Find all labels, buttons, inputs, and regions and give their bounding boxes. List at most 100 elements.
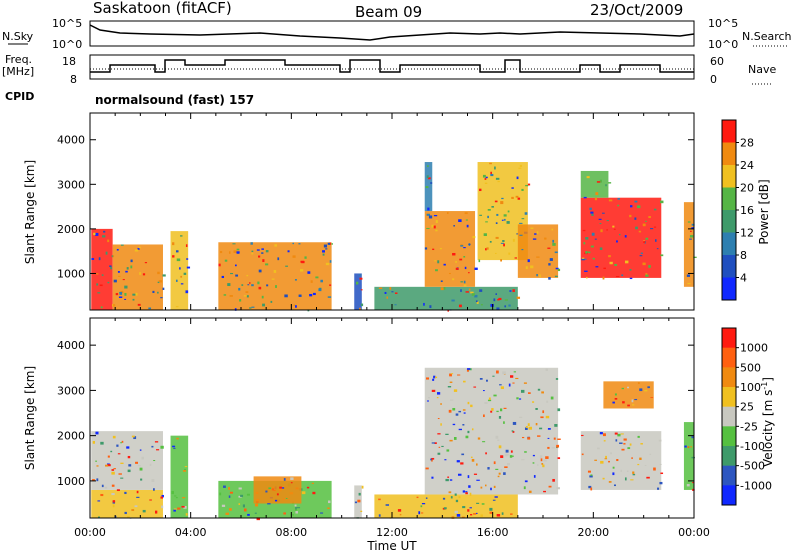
power-speckle: [544, 237, 547, 240]
velocity-speckle: [518, 398, 522, 400]
velocity-speckle: [171, 491, 174, 495]
velocity-speckle: [521, 436, 525, 439]
power-speckle: [425, 186, 429, 189]
velocity-speckle: [494, 496, 498, 498]
x-tick-label: 04:00: [175, 526, 207, 539]
power-speckle: [596, 181, 601, 183]
power-speckle: [426, 227, 430, 229]
power-speckle: [465, 291, 469, 293]
power-speckle: [464, 212, 468, 215]
power-speckle: [511, 196, 514, 199]
velocity-speckle: [649, 453, 652, 455]
power-speckle: [315, 276, 319, 279]
colorbar-tick-label: -25: [740, 420, 758, 433]
power-speckle: [459, 258, 463, 261]
velocity-speckle: [449, 381, 453, 383]
velocity-speckle: [523, 486, 526, 490]
velocity-speckle: [477, 437, 481, 440]
power-speckle: [172, 242, 175, 246]
velocity-speckle: [509, 455, 513, 458]
power-speckle: [608, 182, 612, 184]
power-speckle: [105, 251, 108, 255]
velocity-speckle: [267, 503, 271, 505]
power-speckle: [435, 269, 438, 272]
velocity-speckle: [485, 484, 487, 487]
power-speckle: [224, 259, 228, 262]
velocity-speckle: [133, 436, 137, 440]
velocity-speckle: [289, 492, 294, 495]
power-speckle: [160, 297, 163, 299]
power-speckle: [624, 235, 627, 238]
colorbar-swatch: [722, 367, 736, 388]
power-speckle: [298, 294, 302, 297]
power-speckle: [512, 289, 515, 293]
velocity-speckle: [527, 423, 530, 427]
power-speckle: [292, 242, 294, 245]
power-speckle: [116, 248, 119, 251]
power-speckle: [101, 274, 104, 276]
velocity-speckle: [448, 491, 452, 494]
power-speckle: [322, 250, 325, 253]
power-speckle: [487, 209, 491, 211]
power-speckle: [595, 266, 599, 268]
power-speckle: [519, 234, 523, 236]
power-speckle: [271, 278, 275, 280]
velocity-speckle: [229, 491, 234, 494]
velocity-speckle: [441, 445, 444, 448]
power-speckle: [516, 233, 519, 235]
power-speckle: [648, 216, 651, 219]
power-speckle: [504, 299, 508, 301]
velocity-speckle: [687, 446, 690, 449]
velocity-speckle: [620, 469, 623, 473]
velocity-speckle: [444, 459, 447, 461]
velocity-speckle: [431, 459, 433, 462]
power-speckle: [525, 184, 529, 187]
power-speckle: [500, 201, 504, 205]
power-speckle: [118, 296, 123, 298]
velocity-speckle: [95, 460, 97, 462]
velocity-speckle: [437, 452, 441, 455]
power-speckle: [100, 306, 103, 309]
power-speckle: [258, 255, 261, 258]
velocity-speckle: [483, 414, 485, 418]
velocity-speckle: [120, 477, 124, 479]
power-speckle: [433, 214, 438, 217]
velocity-speckle: [445, 433, 449, 436]
power-speckle: [443, 263, 446, 266]
power-speckle: [300, 269, 304, 272]
power-speckle: [435, 220, 438, 224]
y-tick-label: 3000: [57, 384, 85, 397]
power-speckle: [495, 293, 498, 295]
velocity-speckle: [539, 455, 543, 459]
velocity-speckle: [519, 416, 523, 419]
y-tick-label: 1000: [57, 475, 85, 488]
velocity-speckle: [691, 436, 695, 439]
velocity-speckle: [520, 389, 525, 393]
velocity-speckle: [476, 463, 478, 466]
velocity-speckle: [541, 463, 544, 465]
colorbar-tick-label: 25: [740, 401, 754, 414]
power-speckle: [511, 187, 514, 189]
power-speckle: [494, 166, 496, 170]
velocity-speckle: [454, 493, 457, 496]
power-speckle: [144, 262, 148, 264]
power-speckle: [645, 273, 648, 276]
velocity-speckle: [295, 506, 297, 510]
colorbar-swatch: [722, 387, 736, 408]
velocity-speckle: [557, 438, 561, 440]
velocity-speckle: [385, 504, 390, 506]
velocity-speckle: [101, 484, 104, 488]
power-speckle: [227, 283, 231, 287]
velocity-speckle: [140, 478, 143, 481]
velocity-speckle: [691, 456, 695, 459]
velocity-speckle: [240, 494, 244, 497]
power-speckle: [358, 274, 362, 276]
velocity-speckle: [446, 449, 450, 452]
velocity-speckle: [112, 435, 116, 439]
power-speckle: [465, 219, 468, 221]
power-speckle: [653, 208, 657, 211]
power-speckle: [689, 235, 694, 238]
velocity-speckle: [629, 443, 632, 446]
velocity-speckle: [437, 418, 440, 420]
power-speckle: [443, 287, 446, 290]
